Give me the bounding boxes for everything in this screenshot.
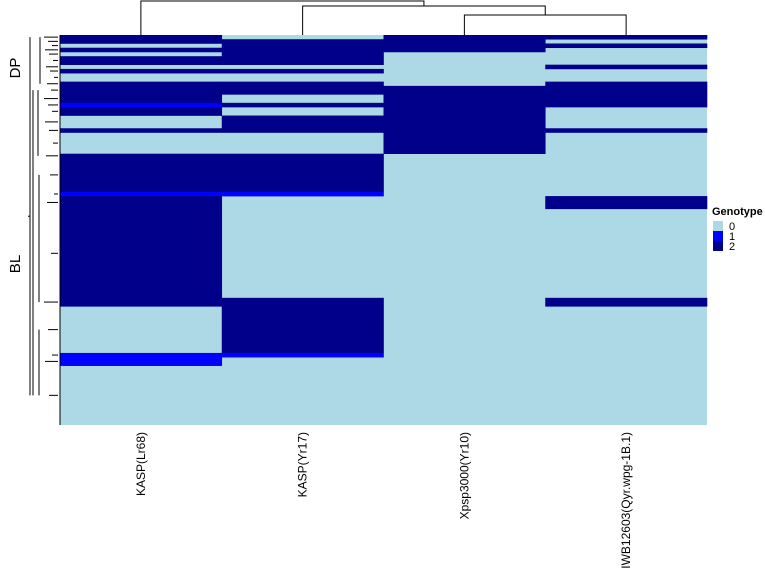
- heatmap-cell: [545, 102, 708, 108]
- heatmap-cell: [545, 35, 708, 40]
- heatmap-cell: [545, 81, 708, 87]
- column-dendrogram-branch: [302, 5, 546, 35]
- heatmap-cell: [60, 39, 223, 44]
- heatmap-cell: [221, 115, 384, 129]
- heatmap-cell: [221, 128, 384, 133]
- heatmap-cell: [383, 43, 546, 49]
- heatmap-cell: [60, 85, 223, 95]
- heatmap-cell: [60, 68, 223, 74]
- heatmap-cell: [60, 81, 223, 87]
- heatmap-cell: [221, 102, 384, 108]
- heatmap-cell: [60, 56, 223, 65]
- heatmap-cell: [545, 43, 708, 49]
- heatmap-cell: [60, 102, 223, 108]
- heatmap-cell: [383, 115, 546, 129]
- heatmap-cell: [545, 94, 708, 104]
- heatmap-cell: [221, 56, 384, 65]
- heatmap-cell: [60, 352, 223, 358]
- heatmap-cell: [383, 85, 546, 95]
- heatmap-cell: [60, 128, 223, 133]
- heatmap-cell: [383, 47, 546, 53]
- legend-label: 0: [729, 221, 735, 233]
- heatmap-cell: [221, 191, 384, 197]
- heatmap-cell: [60, 297, 223, 307]
- legend-swatch: [713, 231, 723, 241]
- heatmap-cell: [383, 35, 546, 40]
- heatmap-cell: [383, 94, 546, 104]
- heatmap-cell: [383, 128, 546, 133]
- heatmap-cell: [545, 85, 708, 95]
- column-tick-label: KASP(Lr68): [134, 432, 148, 496]
- row-dendrogram: [28, 36, 58, 396]
- column-dendrogram: [140, 0, 627, 35]
- heatmap-cell: [221, 43, 384, 49]
- row-group-label-dp: DP: [7, 58, 24, 79]
- column-dendrogram-branch: [140, 0, 425, 35]
- heatmap-cell: [221, 51, 384, 57]
- heatmap-cell: [221, 39, 384, 44]
- heatmap-cells: [59, 35, 708, 425]
- legend-swatch: [713, 241, 723, 251]
- heatmap-cell: [221, 68, 384, 74]
- heatmap-cell: [221, 47, 384, 53]
- heatmap-cell: [383, 39, 546, 44]
- heatmap-cell: [60, 357, 223, 366]
- heatmap-cell: [60, 208, 223, 299]
- legend: Genotype 012: [712, 206, 763, 253]
- legend-title: Genotype: [712, 206, 763, 218]
- heatmap-cell: [221, 85, 384, 95]
- heatmap-cell: [60, 35, 223, 40]
- heatmap-cell: [221, 157, 384, 193]
- column-tick-label: KASP(Yr17): [296, 432, 310, 497]
- heatmap-cell: [545, 64, 708, 70]
- heatmap-cell: [221, 306, 384, 354]
- heatmap-cell: [60, 196, 223, 210]
- column-dendrogram-branch: [463, 14, 627, 35]
- heatmap-cell: [60, 157, 223, 193]
- heatmap-cell: [221, 153, 384, 159]
- column-tick-label: Xpsp3000(Yr10): [457, 432, 471, 519]
- column-tick-labels: KASP(Lr68) KASP(Yr17) Xpsp3000(Yr10) IWB126…: [134, 432, 633, 569]
- heatmap-cell: [221, 297, 384, 307]
- legend-label: 2: [729, 241, 735, 253]
- row-group-label-bl: BL: [7, 255, 24, 273]
- heatmap-cell: [221, 352, 384, 358]
- heatmap-cell: [60, 94, 223, 104]
- heatmap-cell: [545, 196, 708, 210]
- heatmap-cell: [60, 191, 223, 197]
- legend-swatch: [713, 221, 723, 231]
- heatmap-cell: [383, 107, 546, 116]
- heatmap-cell: [60, 107, 223, 116]
- legend-label: 1: [729, 231, 735, 243]
- column-tick-label: IWB12603(Qyr.wpg-1B.1): [619, 432, 633, 569]
- heatmap-cell: [383, 132, 546, 154]
- heatmap-cell: [60, 153, 223, 159]
- heatmap-cell: [221, 81, 384, 87]
- heatmap-cell: [545, 297, 708, 307]
- heatmap-cell: [545, 128, 708, 133]
- heatmap-cell: [383, 102, 546, 108]
- heatmap-cell: [60, 47, 223, 53]
